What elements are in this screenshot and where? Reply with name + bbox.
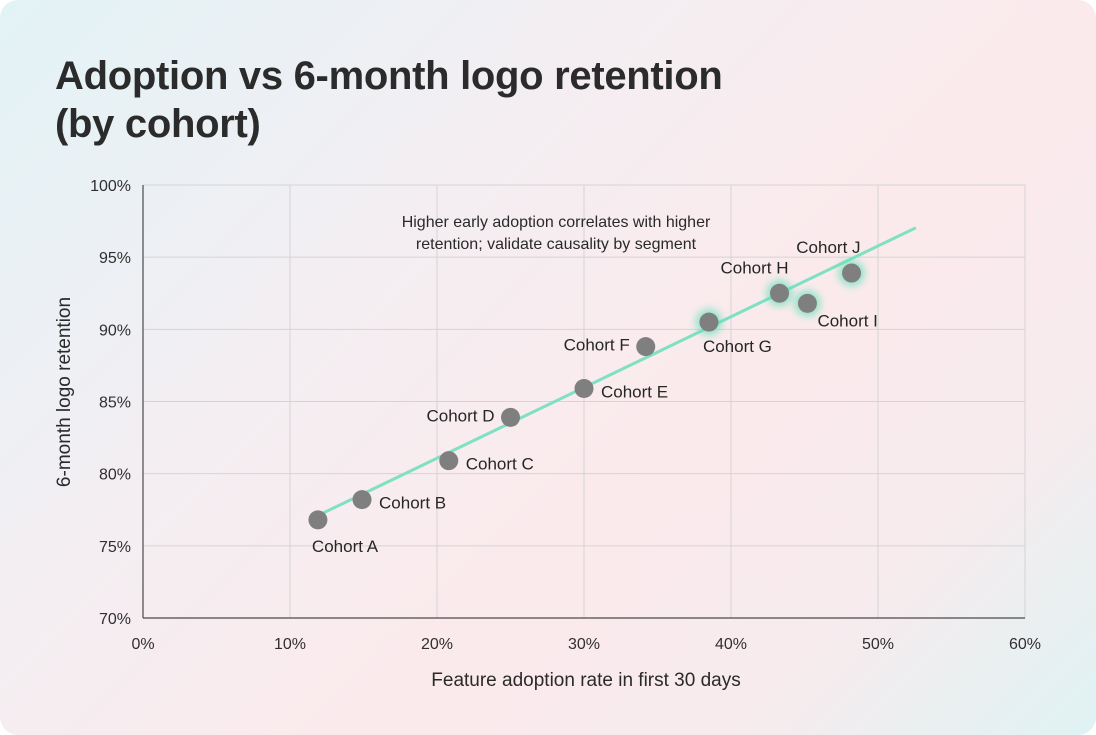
point-label: Cohort B — [379, 494, 446, 513]
point-label: Cohort C — [466, 455, 534, 474]
data-point — [699, 312, 719, 332]
x-tick-label: 0% — [131, 636, 154, 653]
x-tick-label: 10% — [274, 636, 306, 653]
chart-title: Adoption vs 6-month logo retention (by c… — [55, 52, 723, 148]
x-tick-label: 40% — [715, 636, 747, 653]
annotation-line-1: Higher early adoption correlates with hi… — [402, 214, 711, 231]
title-line-2: (by cohort) — [55, 102, 261, 146]
point-label: Cohort D — [426, 406, 494, 425]
point-label: Cohort F — [564, 336, 630, 355]
point-label: Cohort H — [720, 258, 788, 277]
data-point — [352, 490, 372, 510]
x-tick-label: 30% — [568, 636, 600, 653]
x-axis-label: Feature adoption rate in first 30 days — [431, 670, 740, 691]
data-point — [842, 263, 862, 283]
y-tick-label: 85% — [99, 395, 131, 412]
y-tick-label: 90% — [99, 322, 131, 339]
point-label: Cohort E — [601, 383, 668, 402]
data-point — [439, 451, 459, 471]
annotation-line-2: retention; validate causality by segment — [416, 236, 697, 253]
y-tick-label: 70% — [99, 611, 131, 628]
data-point — [574, 379, 594, 399]
x-tick-label: 20% — [421, 636, 453, 653]
point-label: Cohort I — [817, 311, 877, 330]
y-tick-label: 80% — [99, 467, 131, 484]
point-label: Cohort A — [312, 537, 379, 556]
x-tick-label: 50% — [862, 636, 894, 653]
data-point — [797, 293, 817, 313]
data-point — [770, 283, 790, 303]
y-tick-label: 75% — [99, 539, 131, 556]
y-tick-label: 95% — [99, 250, 131, 267]
data-point — [308, 510, 328, 530]
trend-line — [316, 226, 917, 518]
y-tick-label: 100% — [90, 178, 131, 195]
x-tick-label: 60% — [1009, 636, 1041, 653]
data-point — [501, 407, 520, 427]
title-line-1: Adoption vs 6-month logo retention — [55, 54, 723, 98]
point-label: Cohort J — [796, 238, 860, 257]
y-axis-label: 6-month logo retention — [54, 297, 75, 487]
data-point — [636, 337, 656, 357]
point-label: Cohort G — [703, 337, 772, 356]
